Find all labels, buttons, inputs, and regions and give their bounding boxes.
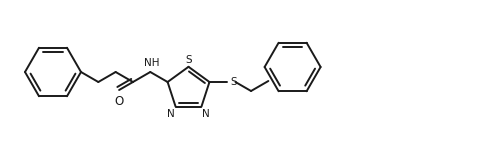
Text: N: N (167, 109, 175, 119)
Text: O: O (115, 95, 124, 108)
Text: NH: NH (143, 58, 159, 68)
Text: S: S (231, 77, 237, 87)
Text: S: S (185, 55, 192, 65)
Text: N: N (202, 109, 210, 119)
